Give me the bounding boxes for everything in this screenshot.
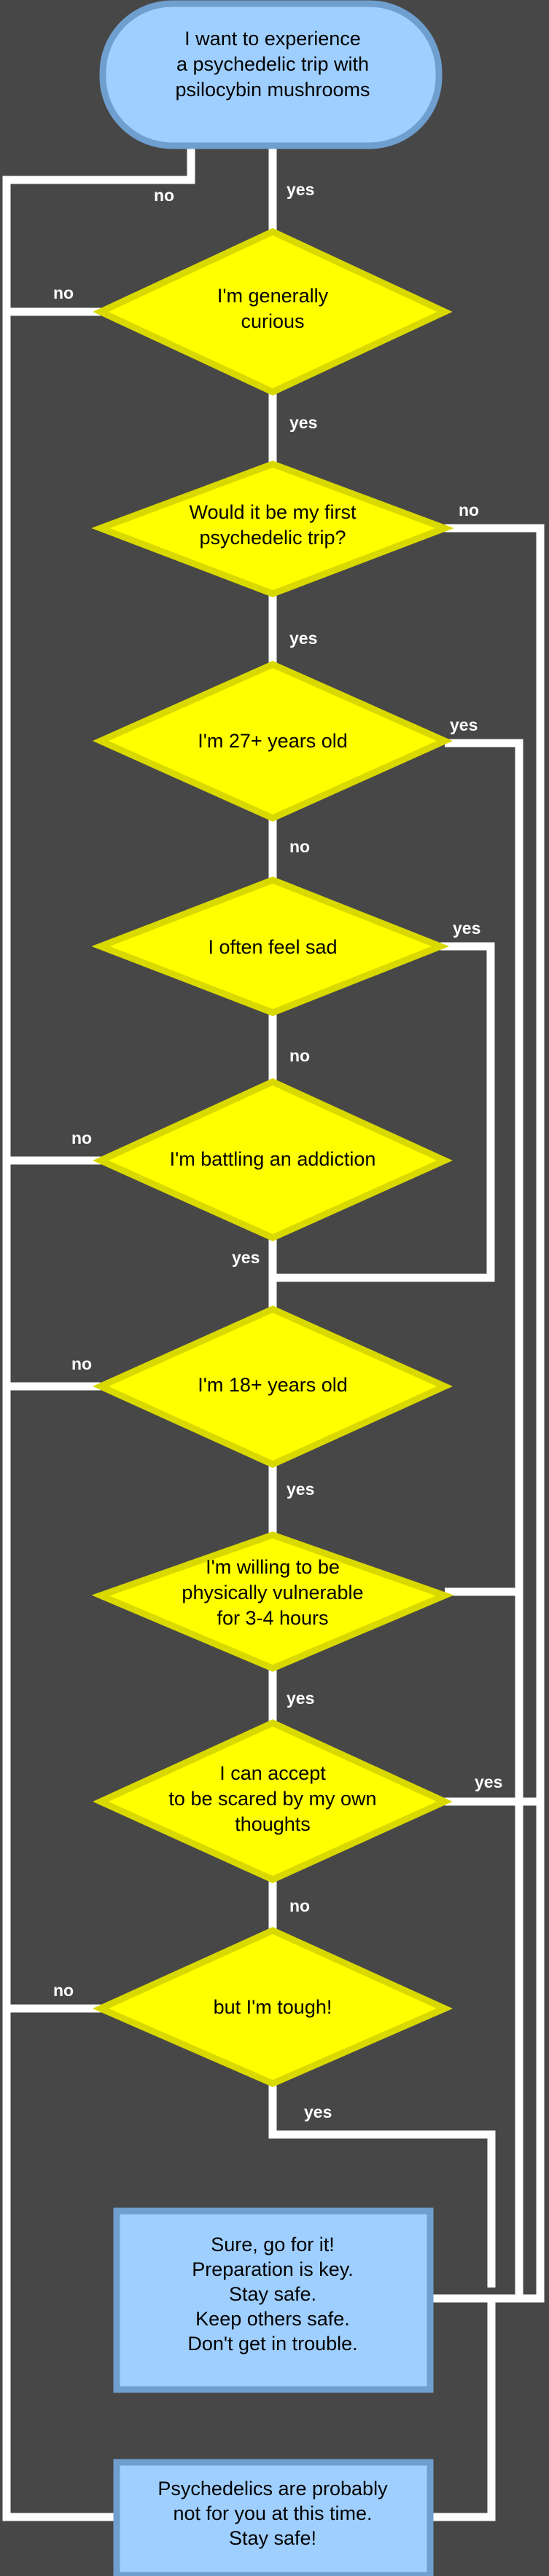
go-text-line: Preparation is key. [192, 2258, 354, 2280]
edge-firsttrip-no [430, 524, 545, 2303]
go-text: Sure, go for it! Preparation is key. Stay … [187, 2234, 357, 2355]
label-scared-no: no [289, 1896, 310, 1915]
not-for-you-text-line: Psychedelics are probably [157, 2478, 388, 2500]
go-text-line: Sure, go for it! [211, 2234, 335, 2255]
label-sad-no: no [289, 1046, 310, 1065]
first-trip-text-line: psychedelic trip? [199, 527, 346, 549]
sad-text: I often feel sad [208, 936, 337, 958]
label-age18-no: no [71, 1354, 92, 1373]
addiction-text-line: I'm battling an addiction [170, 1148, 376, 1170]
scared-text-line: to be scared by my own [168, 1788, 376, 1810]
scared-text-line: thoughts [235, 1813, 311, 1835]
curious-text-line: curious [241, 310, 304, 332]
label-firsttrip-no: no [459, 500, 479, 519]
age18-text: I'm 18+ years old [198, 1374, 348, 1396]
decision-sad [91, 876, 450, 1016]
label-addiction-no: no [71, 1128, 92, 1147]
vulnerable-text-line: for 3-4 hours [217, 1607, 328, 1629]
tough-text-line: but I'm tough! [214, 1996, 332, 2018]
tough-text: but I'm tough! [214, 1996, 332, 2018]
decision-curious [93, 228, 453, 396]
go-text-line: Stay safe. [229, 2283, 316, 2305]
age27-text-line: I'm 27+ years old [198, 730, 348, 752]
scared-text-line: I can accept [219, 1762, 326, 1784]
curious-text: I'm generally curious [217, 285, 329, 332]
decision-first-trip [91, 460, 454, 597]
start-text-line: psilocybin mushrooms [175, 79, 370, 101]
edge-tough-yes [268, 2084, 496, 2288]
label-age18-yes: yes [287, 1480, 314, 1499]
label-age27-yes: yes [450, 715, 478, 734]
label-tough-yes: yes [304, 2102, 332, 2121]
decision-vulnerable [91, 1531, 454, 1672]
decision-tough [92, 1927, 453, 2087]
label-start-yes: yes [287, 180, 314, 199]
start-text: I want to experience a psychedelic trip w… [175, 28, 370, 101]
vulnerable-text-line: physically vulnerable [182, 1582, 363, 1603]
vulnerable-text-line: I'm willing to be [206, 1556, 340, 1578]
go-text-line: Keep others safe. [195, 2308, 350, 2330]
not-for-you-text-line: Stay safe! [229, 2527, 316, 2549]
addiction-text: I'm battling an addiction [170, 1148, 376, 1170]
age18-text-line: I'm 18+ years old [198, 1374, 348, 1396]
edge-right-rail-lower [430, 2298, 496, 2521]
sad-text-line: I often feel sad [208, 936, 337, 958]
first-trip-text: Would it be my first psychedelic trip? [189, 501, 357, 549]
go-text-line: Don't get in trouble. [187, 2333, 357, 2355]
scared-text: I can accept to be scared by my own though… [168, 1762, 376, 1835]
not-for-you-text: Psychedelics are probably not for you at … [157, 2478, 388, 2549]
edge-age27-yes [445, 739, 523, 2298]
start-text-line: a psychedelic trip with [176, 53, 369, 75]
decision-age18 [93, 1305, 453, 1468]
label-scared-yes: yes [475, 1772, 502, 1791]
edge-sad-yes [273, 942, 495, 1282]
label-start-no: no [154, 186, 174, 205]
vulnerable-text: I'm willing to be physically vulnerable fo… [182, 1556, 363, 1629]
decision-age27 [92, 661, 453, 822]
decision-scared [93, 1719, 453, 1883]
label-vulnerable-yes: yes [287, 1689, 314, 1708]
not-for-you-text-line: not for you at this time. [173, 2502, 372, 2524]
label-sad-yes: yes [453, 919, 480, 938]
decision-addiction [93, 1078, 453, 1241]
label-tough-no: no [53, 1981, 74, 2000]
outcome-not-for-you [113, 2459, 434, 2576]
start-text-line: I want to experience [184, 28, 361, 50]
first-trip-text-line: Would it be my first [189, 501, 357, 523]
connectors [2, 146, 545, 2521]
curious-text-line: I'm generally [217, 285, 329, 307]
label-firsttrip-yes: yes [289, 629, 317, 648]
outcome-go [113, 2207, 434, 2393]
start-node [99, 0, 443, 149]
label-age27-no: no [289, 837, 310, 856]
age27-text: I'm 27+ years old [198, 730, 348, 752]
label-addiction-yes: yes [232, 1248, 260, 1267]
edge-start-no [2, 146, 195, 2521]
label-curious-yes: yes [289, 413, 317, 432]
label-curious-no: no [53, 283, 74, 302]
